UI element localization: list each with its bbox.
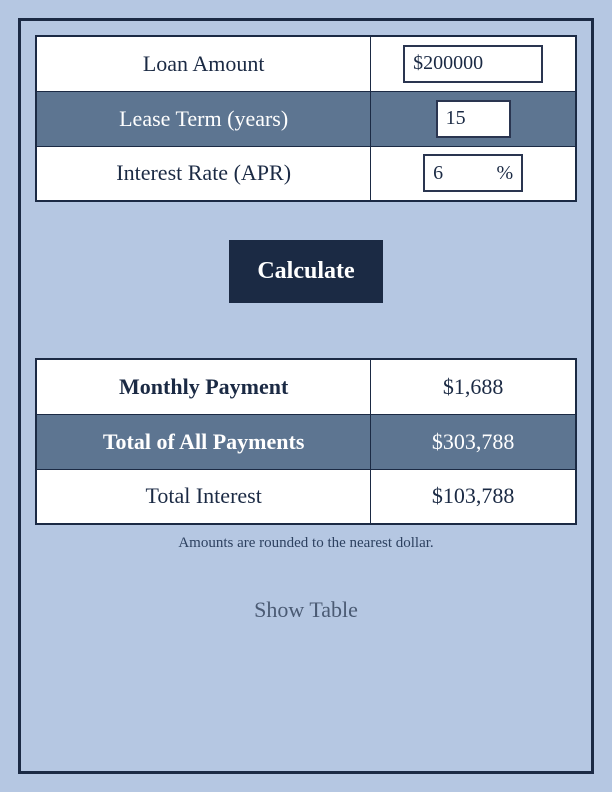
interest-rate-input[interactable]: 6 % [423,154,523,192]
calculate-button[interactable]: Calculate [229,240,382,303]
lease-term-input[interactable]: 15 [436,100,511,138]
calculate-row: Calculate [35,240,577,303]
row-total-interest: Total Interest $103,788 [36,469,576,524]
total-interest-value: $103,788 [371,469,576,524]
rounding-footnote: Amounts are rounded to the nearest dolla… [35,535,577,552]
loan-amount-label: Loan Amount [36,36,371,91]
lease-term-cell: 15 [371,91,576,146]
show-table-link[interactable]: Show Table [35,597,577,623]
interest-rate-cell: 6 % [371,146,576,201]
row-monthly-payment: Monthly Payment $1,688 [36,359,576,414]
lease-term-label: Lease Term (years) [36,91,371,146]
total-payments-value: $303,788 [371,414,576,469]
monthly-payment-value: $1,688 [371,359,576,414]
calculator-panel: Loan Amount $200000 Lease Term (years) 1… [18,18,594,774]
page-root: Loan Amount $200000 Lease Term (years) 1… [0,0,612,792]
interest-rate-value: 6 [433,162,443,185]
loan-amount-input[interactable]: $200000 [403,45,543,83]
row-interest-rate: Interest Rate (APR) 6 % [36,146,576,201]
output-table: Monthly Payment $1,688 Total of All Paym… [35,358,577,525]
row-lease-term: Lease Term (years) 15 [36,91,576,146]
monthly-payment-label: Monthly Payment [36,359,371,414]
percent-suffix: % [496,162,513,185]
input-table: Loan Amount $200000 Lease Term (years) 1… [35,35,577,202]
row-total-payments: Total of All Payments $303,788 [36,414,576,469]
row-loan-amount: Loan Amount $200000 [36,36,576,91]
total-payments-label: Total of All Payments [36,414,371,469]
loan-amount-cell: $200000 [371,36,576,91]
total-interest-label: Total Interest [36,469,371,524]
interest-rate-label: Interest Rate (APR) [36,146,371,201]
